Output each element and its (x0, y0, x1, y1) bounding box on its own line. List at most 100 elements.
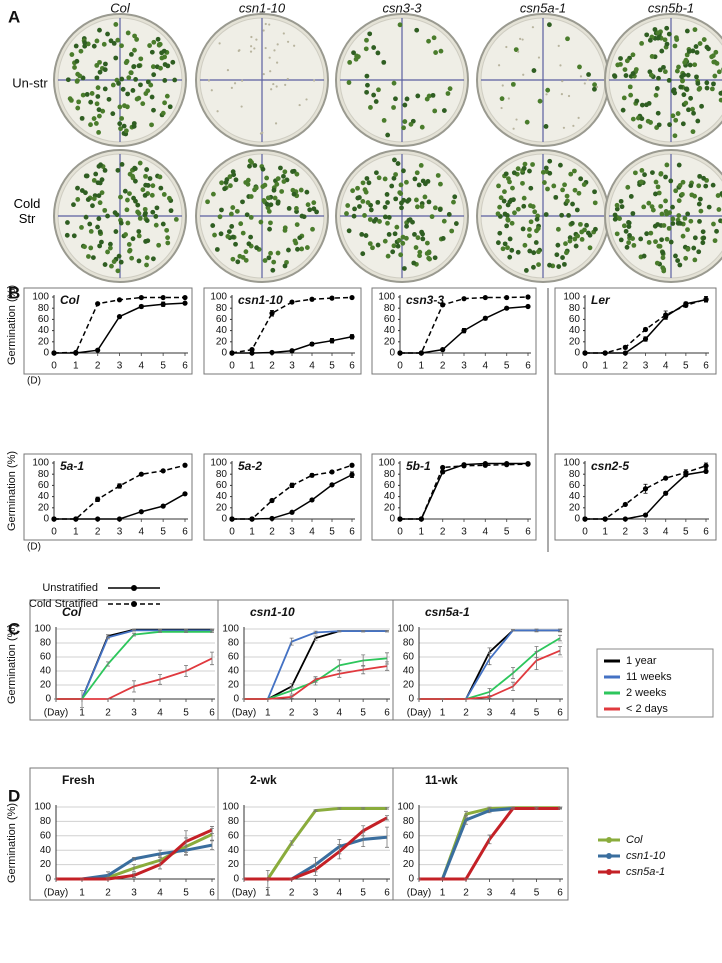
seedling (371, 218, 377, 224)
seedling (391, 80, 397, 86)
seedling (282, 225, 288, 231)
seedling (692, 235, 698, 241)
seedling (402, 102, 408, 108)
seedling (125, 91, 131, 97)
point (582, 350, 588, 356)
point (138, 471, 144, 477)
seedling (125, 104, 130, 110)
seedling (441, 218, 447, 224)
seedling (276, 61, 279, 64)
seedling (125, 30, 131, 36)
seedling (207, 79, 211, 82)
seedling (399, 200, 404, 206)
seedling (96, 113, 102, 119)
seedling (664, 41, 670, 47)
seedling (672, 90, 678, 96)
seedling (528, 185, 534, 191)
series-line (244, 630, 387, 700)
seedling (113, 22, 119, 27)
seedling (270, 267, 276, 273)
error-bar (158, 630, 162, 633)
seedling (233, 82, 237, 85)
seedling (416, 182, 422, 188)
seedling (498, 195, 504, 201)
seedling (230, 205, 236, 210)
seedling (127, 171, 133, 177)
seedling (672, 133, 678, 139)
seedling (661, 268, 667, 274)
seedling (98, 162, 103, 168)
x-tick-label: 4 (510, 708, 516, 719)
error-bar (534, 807, 539, 810)
seedling (291, 191, 297, 197)
point (440, 464, 446, 471)
seedling (666, 225, 672, 231)
y-tick-label: 20 (569, 502, 581, 513)
seedling (562, 261, 567, 267)
seedling (131, 195, 136, 201)
error-bar (487, 695, 492, 699)
seedling (684, 28, 690, 34)
seedling (438, 48, 444, 54)
seedling (233, 177, 239, 183)
seedling (672, 43, 678, 49)
seedling (404, 179, 409, 185)
seedling (676, 213, 682, 218)
y-tick-label: 60 (216, 314, 228, 325)
seedling (364, 37, 369, 43)
seedling (681, 92, 687, 98)
seedling (710, 53, 716, 59)
error-bar (289, 637, 294, 646)
seedling (94, 38, 100, 44)
seedling (219, 207, 224, 213)
seedling (716, 207, 722, 212)
seedling (577, 116, 580, 120)
point (349, 462, 355, 468)
seedling (67, 96, 73, 102)
seedling (435, 173, 441, 178)
seedling (110, 111, 116, 117)
x-tick-label: 6 (525, 361, 531, 372)
seedling (714, 228, 719, 234)
seedling (142, 192, 148, 198)
seedling (88, 245, 94, 251)
series-line (54, 464, 186, 520)
point (116, 516, 123, 522)
y-tick-label: 40 (384, 325, 396, 336)
seedling (112, 210, 118, 216)
panel-label: D (8, 786, 20, 805)
seedling (88, 122, 93, 128)
point (116, 297, 123, 303)
seedling (222, 186, 228, 192)
column-label: csn5b-1 (648, 0, 694, 15)
seedling (243, 249, 249, 255)
seedling (530, 204, 536, 209)
seedling (373, 170, 379, 176)
legend-marker (131, 585, 137, 591)
x-tick-label: 1 (419, 361, 425, 372)
chart-frame (203, 453, 362, 541)
y-tick-label: 0 (45, 694, 51, 705)
y-tick-label: 100 (222, 802, 239, 813)
seedling (415, 204, 420, 210)
seedling (642, 172, 647, 178)
seedling (365, 200, 371, 205)
seedling (170, 59, 176, 65)
point (116, 483, 123, 489)
seedling (592, 189, 597, 195)
seedling (138, 56, 144, 62)
seedling (501, 84, 504, 87)
point (622, 350, 628, 356)
point (289, 299, 295, 305)
seedling (362, 213, 367, 218)
seedling (247, 163, 252, 169)
point (349, 334, 355, 340)
seedling (667, 122, 672, 128)
seedling (295, 246, 300, 252)
seedling (431, 35, 437, 41)
legend-label: < 2 days (626, 703, 668, 715)
seedling (268, 250, 273, 256)
seedling (158, 185, 164, 191)
seedling (576, 190, 582, 196)
seedling (505, 245, 510, 251)
